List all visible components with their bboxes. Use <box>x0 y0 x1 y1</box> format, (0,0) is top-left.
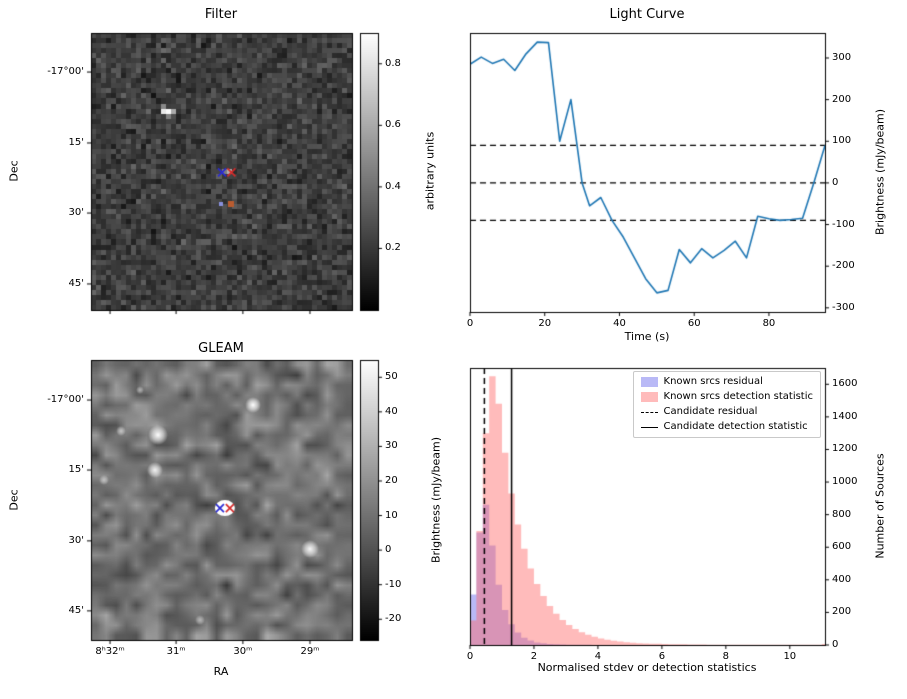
tick-label: 4 <box>594 651 602 662</box>
tick-label: 15' <box>68 464 84 476</box>
tick-label: 29ᵐ <box>300 646 320 657</box>
filter-colorbar-label: arbitrary units <box>423 131 437 211</box>
tick-label: 400 <box>832 573 852 585</box>
tick-label: -300 <box>832 301 855 313</box>
tick-label: 20 <box>538 318 552 329</box>
tick-label: 0 <box>385 544 392 556</box>
tick-label: 60 <box>687 318 701 329</box>
legend-label: Known srcs detection statistic <box>663 391 813 402</box>
tick-label: 8 <box>722 651 730 662</box>
tick-label: 45' <box>68 604 84 616</box>
tick-label: 31ᵐ <box>166 646 186 657</box>
tick-label: 0 <box>832 176 839 188</box>
tick-label: 0 <box>466 651 474 662</box>
hist-xlabel: Normalised stdev or detection statistics <box>537 661 757 674</box>
legend-patch-swatch <box>640 392 658 402</box>
tick-label: 300 <box>832 51 852 63</box>
filter-ylabel: Dec <box>7 160 21 182</box>
legend-line-swatch <box>640 426 658 428</box>
gleam-ylabel: Dec <box>7 489 21 511</box>
hist-ylabel: Number of Sources <box>873 453 887 559</box>
tick-label: 0.2 <box>385 242 401 254</box>
tick-label: 80 <box>762 318 776 329</box>
tick-label: 200 <box>832 93 852 105</box>
tick-label: 0 <box>832 639 839 650</box>
tick-label: -200 <box>832 260 855 272</box>
light-curve-xlabel: Time (s) <box>624 330 670 343</box>
tick-label: 30 <box>385 440 398 452</box>
tick-label: 0.8 <box>385 57 401 69</box>
light-curve-title: Light Curve <box>609 7 685 22</box>
tick-label: -17°00' <box>47 394 84 406</box>
legend-item: Known srcs residual <box>640 376 813 388</box>
tick-label: 40 <box>385 405 398 417</box>
tick-label: 30' <box>68 534 84 546</box>
tick-label: 800 <box>832 508 852 520</box>
filter-title: Filter <box>204 7 238 22</box>
tick-label: -17°00' <box>47 66 84 78</box>
gleam-colorbar-label: Brightness (mJy/beam) <box>429 436 443 564</box>
gleam-title: GLEAM <box>198 341 244 356</box>
tick-label: 1000 <box>832 476 858 488</box>
tick-label: 100 <box>832 135 852 147</box>
tick-label: 0 <box>466 318 474 329</box>
legend: Known srcs residual Known srcs detection … <box>632 371 821 438</box>
tick-label: -20 <box>385 613 402 625</box>
tick-label: 6 <box>658 651 666 662</box>
tick-label: 50 <box>385 371 398 383</box>
legend-patch-swatch <box>640 377 658 387</box>
tick-label: -100 <box>832 218 855 230</box>
tick-label: 8ʰ32ᵐ <box>95 646 125 657</box>
tick-label: 0.4 <box>385 180 401 192</box>
legend-item: Candidate residual <box>640 406 813 418</box>
tick-label: 200 <box>832 606 852 618</box>
tick-label: -10 <box>385 578 402 590</box>
tick-label: 45' <box>68 277 84 289</box>
tick-label: 1600 <box>832 378 858 390</box>
gleam-xlabel: RA <box>213 665 229 678</box>
tick-label: 30' <box>68 207 84 219</box>
tick-label: 1400 <box>832 410 858 422</box>
tick-label: 20 <box>385 474 398 486</box>
tick-label: 0.6 <box>385 119 401 131</box>
legend-label: Candidate detection statistic <box>663 421 808 432</box>
tick-label: 40 <box>613 318 626 329</box>
tick-label: 1200 <box>832 443 858 455</box>
legend-item: Known srcs detection statistic <box>640 391 813 403</box>
light-curve-ylabel: Brightness (mJy/beam) <box>873 108 887 236</box>
tick-label: 30ᵐ <box>233 646 253 657</box>
legend-line-swatch <box>640 411 658 413</box>
tick-label: 600 <box>832 541 852 553</box>
legend-label: Candidate residual <box>663 406 758 417</box>
legend-item: Candidate detection statistic <box>640 421 813 433</box>
legend-label: Known srcs residual <box>663 376 763 387</box>
tick-label: 10 <box>783 651 797 662</box>
tick-label: 15' <box>68 136 84 148</box>
tick-label: 10 <box>385 509 398 521</box>
tick-label: 2 <box>530 651 538 662</box>
